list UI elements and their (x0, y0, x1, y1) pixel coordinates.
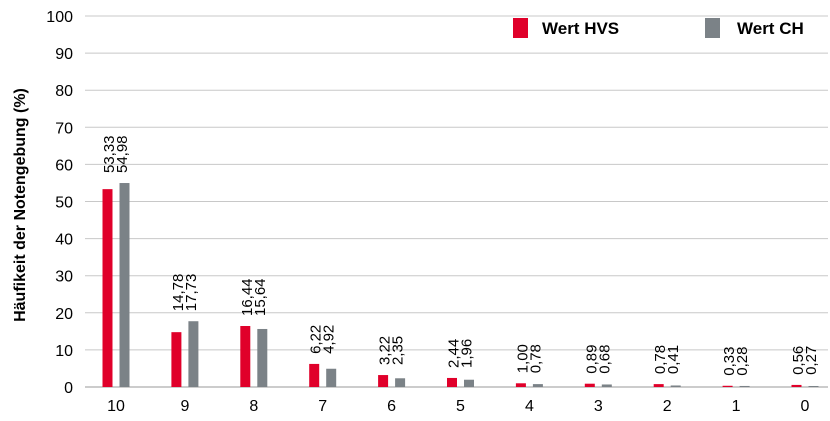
bar-hvs (584, 383, 595, 387)
data-label-ch: 0,78 (527, 344, 544, 373)
x-tick-label: 0 (801, 398, 810, 415)
y-tick-label: 0 (64, 380, 73, 397)
y-tick-label: 60 (55, 157, 73, 174)
data-label-ch: 1,96 (459, 339, 476, 368)
bar-hvs (378, 375, 389, 387)
x-tick-label: 1 (732, 398, 741, 415)
x-tick-label: 4 (525, 398, 534, 415)
data-label-hvs: 6,22 (308, 325, 325, 354)
x-tick-label: 7 (318, 398, 327, 415)
data-label-ch: 15,64 (252, 278, 269, 316)
data-label-hvs: 0,89 (583, 344, 600, 373)
y-tick-label: 20 (55, 306, 73, 323)
y-tick-label: 10 (55, 343, 73, 360)
x-tick-label: 5 (456, 398, 465, 415)
bar-hvs (102, 189, 113, 387)
y-tick-label: 90 (55, 46, 73, 63)
x-tick-label: 10 (107, 398, 125, 415)
legend-swatch-ch (705, 18, 720, 38)
bar-hvs (653, 384, 664, 387)
y-tick-label: 100 (46, 9, 73, 26)
bar-hvs (309, 363, 320, 387)
legend-swatch-hvs (513, 18, 528, 38)
bar-ch (464, 379, 474, 387)
bar-ch (601, 384, 612, 387)
y-axis-ticks: 0 10 20 30 40 50 60 70 80 90 100 (46, 9, 73, 397)
bar-ch (739, 385, 750, 387)
y-tick-label: 50 (55, 195, 73, 212)
bar-ch (808, 385, 819, 387)
data-label-ch: 2,35 (390, 336, 407, 365)
bars (102, 183, 819, 387)
gridlines (85, 15, 828, 388)
x-tick-label: 8 (249, 398, 258, 415)
data-label-hvs: 53,33 (101, 135, 118, 173)
bar-ch (326, 368, 337, 387)
y-tick-label: 70 (55, 120, 73, 137)
x-axis-ticks: 10 9 8 7 6 5 4 3 2 1 0 (107, 398, 809, 415)
data-label-hvs: 0,56 (790, 346, 807, 375)
y-tick-label: 30 (55, 269, 73, 286)
y-tick-label: 40 (55, 232, 73, 249)
data-label-hvs: 16,44 (239, 278, 256, 316)
y-axis-label: Häufikeit der Notengebung (%) (12, 88, 29, 322)
data-label-ch: 0,41 (665, 345, 682, 374)
legend: Wert HVS Wert CH (513, 18, 804, 38)
bar-hvs (447, 377, 457, 387)
data-label-ch: 0,28 (734, 347, 751, 376)
bar-hvs (171, 332, 182, 387)
data-label-ch: 0,27 (803, 346, 820, 375)
data-label-hvs: 0,78 (652, 345, 669, 374)
bar-ch (119, 183, 130, 387)
bar-hvs (791, 384, 802, 387)
x-tick-label: 6 (387, 398, 396, 415)
data-label-hvs: 3,22 (377, 336, 394, 365)
data-label-ch: 4,92 (321, 325, 338, 354)
data-label-ch: 0,68 (596, 344, 613, 373)
legend-label-ch: Wert CH (737, 19, 804, 38)
data-label-hvs: 14,78 (170, 274, 187, 312)
bar-hvs (515, 383, 526, 387)
bar-ch (188, 321, 199, 387)
data-label-hvs: 0,33 (721, 347, 738, 376)
bar-ch (670, 385, 681, 387)
data-label-ch: 54,98 (114, 135, 131, 173)
data-label-ch: 17,73 (183, 274, 200, 312)
data-label-hvs: 1,00 (514, 344, 531, 373)
x-tick-label: 3 (594, 398, 603, 415)
bar-hvs (722, 385, 733, 387)
bar-ch (257, 328, 268, 387)
x-tick-label: 2 (663, 398, 672, 415)
legend-label-hvs: Wert HVS (542, 19, 619, 38)
data-label-hvs: 2,44 (446, 339, 463, 368)
bar-hvs (240, 326, 251, 387)
bar-ch (395, 378, 406, 387)
y-tick-label: 80 (55, 83, 73, 100)
bar-ch (532, 384, 543, 387)
x-tick-label: 9 (180, 398, 189, 415)
